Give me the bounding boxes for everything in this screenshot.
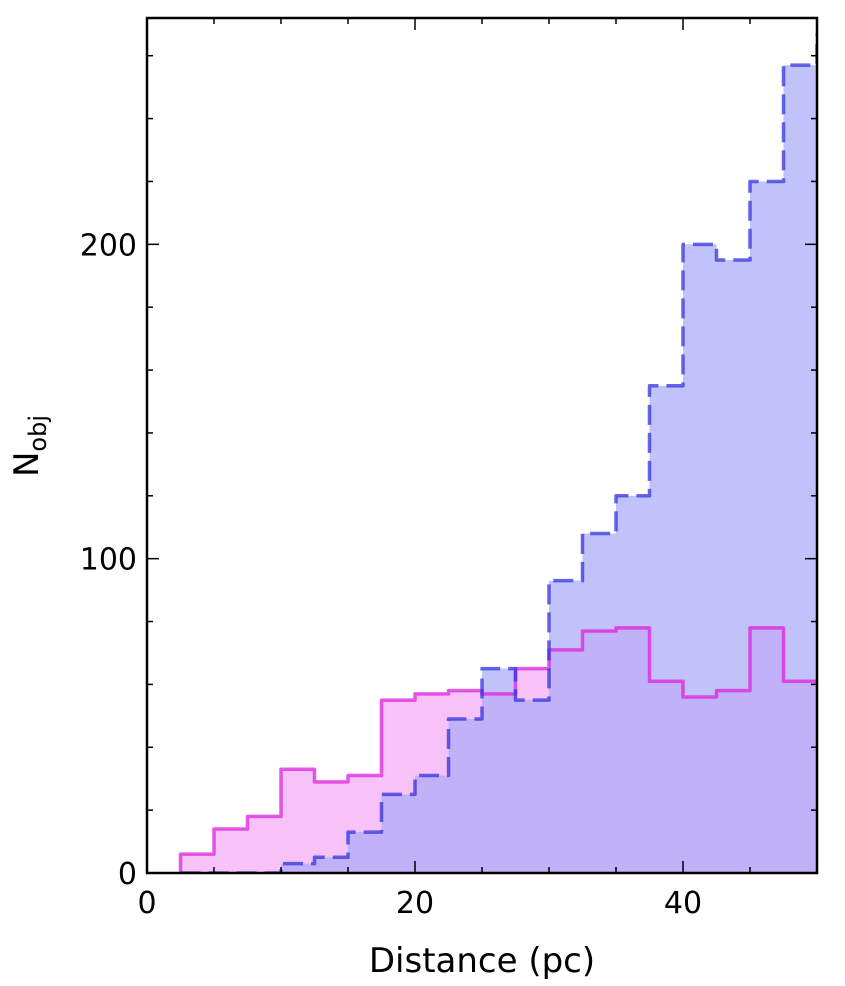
bar (180, 854, 214, 873)
y-axis-label-main: N (7, 452, 47, 477)
bar (415, 775, 449, 873)
bar (381, 794, 415, 873)
bar (582, 533, 616, 873)
x-tick-label: 20 (396, 886, 434, 921)
y-tick-label: 200 (80, 228, 137, 263)
histogram-outlines (178, 33, 817, 873)
bar (649, 385, 683, 873)
y-axis-label-subscript: obj (24, 415, 52, 452)
bar (750, 181, 784, 873)
series-1-outline (180, 33, 817, 873)
y-tick-label: 100 (80, 543, 137, 578)
bar (616, 495, 650, 873)
bar (448, 718, 482, 873)
bar (247, 816, 281, 873)
histogram-bars (180, 65, 817, 873)
bar (214, 828, 248, 873)
bar (281, 769, 315, 873)
y-axis-label-group: Nobj (7, 415, 52, 477)
x-axis-label: Distance (pc) (369, 941, 595, 981)
bar (716, 260, 750, 873)
bar (348, 832, 382, 873)
bar (314, 857, 348, 873)
x-tick-label: 0 (137, 886, 156, 921)
bar (281, 863, 315, 873)
axis-ticks (146, 18, 818, 874)
series-1-bars (281, 65, 817, 873)
bar (783, 65, 817, 873)
bar (482, 668, 516, 873)
y-axis-label: Nobj (7, 415, 52, 477)
bar (549, 580, 583, 873)
x-tick-label: 40 (664, 886, 702, 921)
tick-labels: 0 20 40 0 100 200 (80, 228, 702, 921)
bar (683, 244, 717, 873)
bar (515, 700, 549, 873)
y-tick-label: 0 (118, 857, 137, 892)
